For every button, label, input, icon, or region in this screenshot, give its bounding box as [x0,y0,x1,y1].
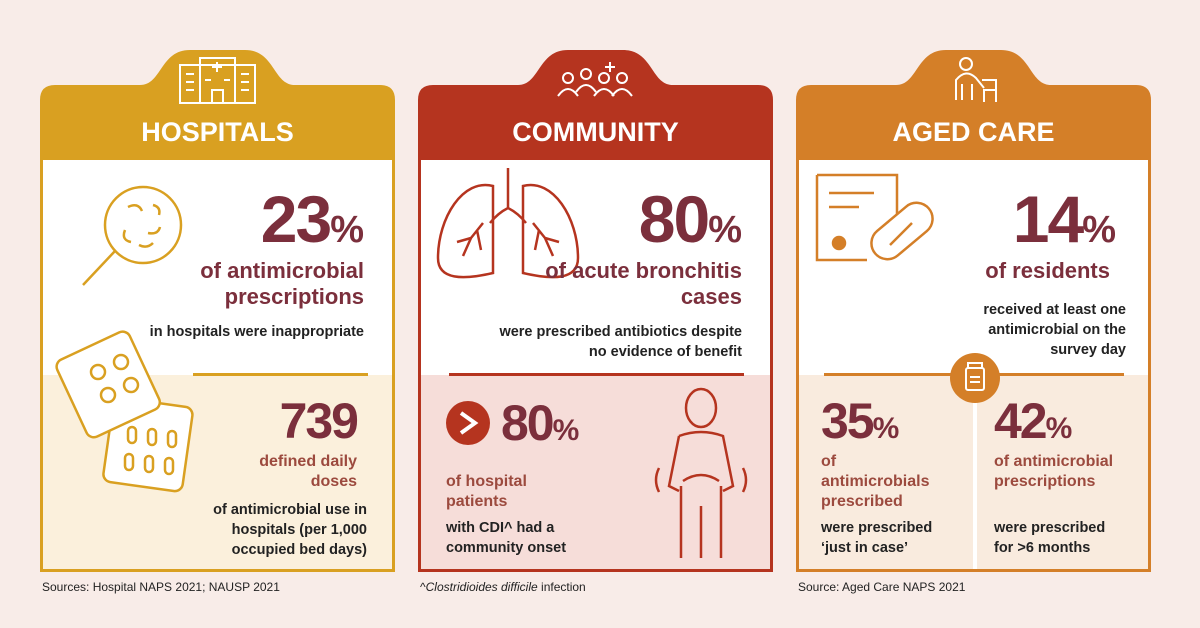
panel-title: HOSPITALS [141,117,294,147]
stat-label: of antimicrobial prescriptions [200,258,364,309]
panel-title: AGED CARE [892,117,1055,147]
stat-number: 80% [501,398,579,448]
stat-value: 14 [1012,182,1084,256]
stat-detail: with CDI^ had a community onset [446,520,567,556]
stat-number: 14% [1013,186,1116,252]
stat-number: 23% [261,186,364,252]
panel-body: 14% of residents received at least one a… [796,160,1151,572]
stat-detail: in hospitals were inappropriate [149,324,364,340]
medicine-badge [950,353,1000,403]
header-tab [40,50,395,160]
divider [193,373,368,376]
stat-value: 80 [638,182,710,256]
stat-number: 42% [994,396,1072,446]
prescription-icon [815,173,934,262]
stat-number: 739 [279,393,359,449]
stat-label: of antimicrobial prescriptions [994,453,1114,490]
stat-number: 35% [821,396,899,446]
stat-unit: % [552,414,580,447]
stat-unit: % [1045,412,1073,445]
stat-value: 23 [260,182,332,256]
panel-body: 80% of acute bronchitis cases were presc… [418,160,773,572]
hospitals-panel: HOSPITALS 23% of antimicrobial prescript… [40,0,395,628]
stat-value: 739 [279,393,359,449]
column-separator [973,375,977,569]
pills-icon [55,330,194,493]
stat-label: of antimicrobials prescribed [821,453,930,510]
magnifier-icon [82,185,183,286]
stat-detail: were prescribed ‘just in case’ [821,520,933,556]
stat-detail: were prescribed for >6 months [994,520,1106,556]
stat-number: 80% [639,186,742,252]
note-italic: Clostridioides difficile [425,580,538,594]
header-tab [796,50,1151,160]
stat-label: defined daily doses [259,453,357,490]
stat-label: of acute bronchitis cases [545,258,742,309]
stat-detail: of antimicrobial use in hospitals (per 1… [213,502,367,558]
lungs-icon [436,168,580,279]
aged-care-panel: AGED CARE 14% of residents received at l… [796,0,1151,628]
stat-value: 42 [994,393,1048,449]
stat-value: 80 [501,395,555,451]
stat-unit: % [872,412,900,445]
stat-detail: received at least one antimicrobial on t… [983,302,1126,358]
stat-unit: % [708,209,742,251]
divider [449,373,744,376]
stat-unit: % [330,209,364,251]
note-prefix: ^ [420,580,426,594]
stat-label: of hospital patients [446,473,527,510]
panel-title: COMMUNITY [512,117,679,147]
panel-body: 23% of antimicrobial prescriptions in ho… [40,160,395,572]
header-tab [418,50,773,160]
arrow-badge [446,401,490,445]
source: Sources: Hospital NAPS 2021; NAUSP 2021 [42,580,280,594]
stat-detail: were prescribed antibiotics despite no e… [499,324,742,360]
footnote: ^Clostridioides difficile infection [420,580,586,594]
stat-unit: % [1082,209,1116,251]
source: Source: Aged Care NAPS 2021 [798,580,966,594]
stat-label: of residents [985,258,1110,283]
stat-value: 35 [821,393,875,449]
community-panel: COMMUNITY 80% of acute bronchitis cases … [418,0,773,628]
note-suffix: infection [537,580,586,594]
person-icon [654,387,748,558]
